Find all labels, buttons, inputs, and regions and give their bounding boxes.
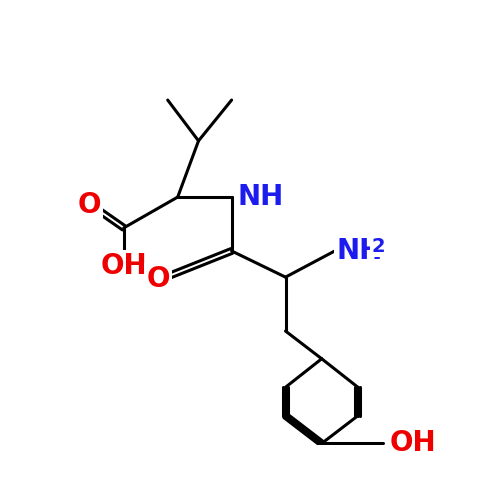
Text: 2: 2 (372, 237, 386, 256)
Text: OH: OH (100, 252, 147, 280)
Text: OH: OH (390, 430, 436, 458)
Text: NH: NH (238, 183, 284, 211)
Text: O: O (146, 266, 170, 293)
Text: O: O (78, 191, 101, 219)
Text: NH: NH (336, 237, 382, 265)
